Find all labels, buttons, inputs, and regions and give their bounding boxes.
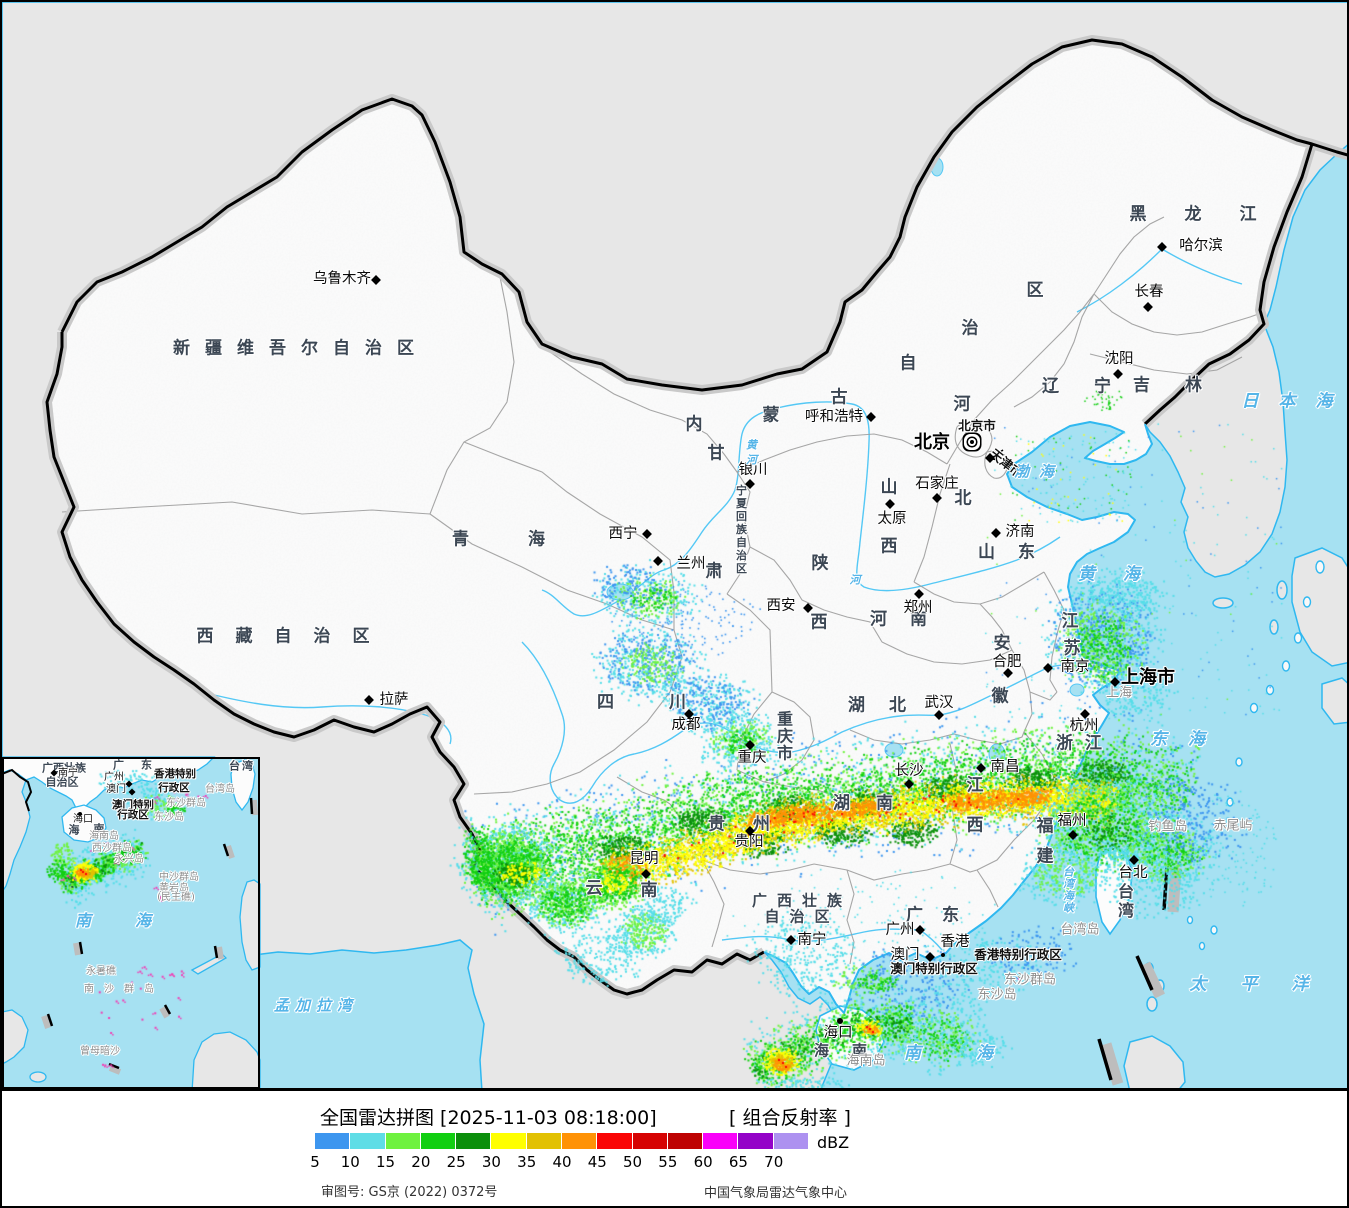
tick-label: 45 — [587, 1153, 607, 1171]
tick-label: 55 — [658, 1153, 678, 1171]
tick-label: 40 — [552, 1153, 572, 1171]
colorbar-cell — [491, 1133, 526, 1149]
tick-label: 25 — [446, 1153, 466, 1171]
colorbar-cell — [773, 1133, 808, 1149]
colorbar-cell — [526, 1133, 561, 1149]
legend-panel: 全国雷达拼图 [2025-11-03 08:18:00] [ 组合反射率 ] 5… — [2, 1091, 1347, 1206]
credit-text: 中国气象局雷达气象中心 — [704, 1186, 848, 1201]
colorbar-ticks: 5 10 15 20 25 30 35 40 45 50 55 60 65 70 — [310, 1153, 835, 1171]
colorbar-cell — [385, 1133, 420, 1149]
colorbar-cell — [667, 1133, 703, 1149]
colorbar — [315, 1133, 809, 1149]
license-text: 审图号: GS京 (2022) 0372号 — [321, 1185, 498, 1200]
tick-label: 65 — [728, 1153, 748, 1171]
colorbar-cell — [420, 1133, 456, 1149]
colorbar-cell — [350, 1133, 385, 1149]
tick-label: 50 — [623, 1153, 643, 1171]
tick-label: 5 — [310, 1153, 320, 1171]
map-divider — [2, 1088, 1347, 1091]
colorbar-cell — [561, 1133, 597, 1149]
radar-echo-layer — [2, 2, 1347, 1092]
tick-label: 10 — [340, 1153, 360, 1171]
tick-label: 15 — [376, 1153, 396, 1171]
colorbar-cell — [315, 1133, 350, 1149]
china-radar-map: 黑龙江 吉林 辽宁内蒙古自治区新疆维吾尔自治区 西藏自治区 青海甘肃宁夏回族自治区陕西山… — [2, 2, 1347, 1092]
tick-label: 70 — [764, 1153, 784, 1171]
colorbar-cell — [738, 1133, 773, 1149]
colorbar-cell — [456, 1133, 491, 1149]
colorbar-cell — [632, 1133, 667, 1149]
tick-label: 30 — [481, 1153, 501, 1171]
unit-label: dBZ — [817, 1133, 850, 1152]
product-label: [ 组合反射率 ] — [729, 1107, 851, 1129]
tick-label: 35 — [517, 1153, 537, 1171]
tick-label: 60 — [693, 1153, 713, 1171]
tick-label: 20 — [411, 1153, 431, 1171]
colorbar-cell — [597, 1133, 632, 1149]
colorbar-cell — [703, 1133, 738, 1149]
page-title: 全国雷达拼图 [2025-11-03 08:18:00] — [320, 1107, 657, 1129]
